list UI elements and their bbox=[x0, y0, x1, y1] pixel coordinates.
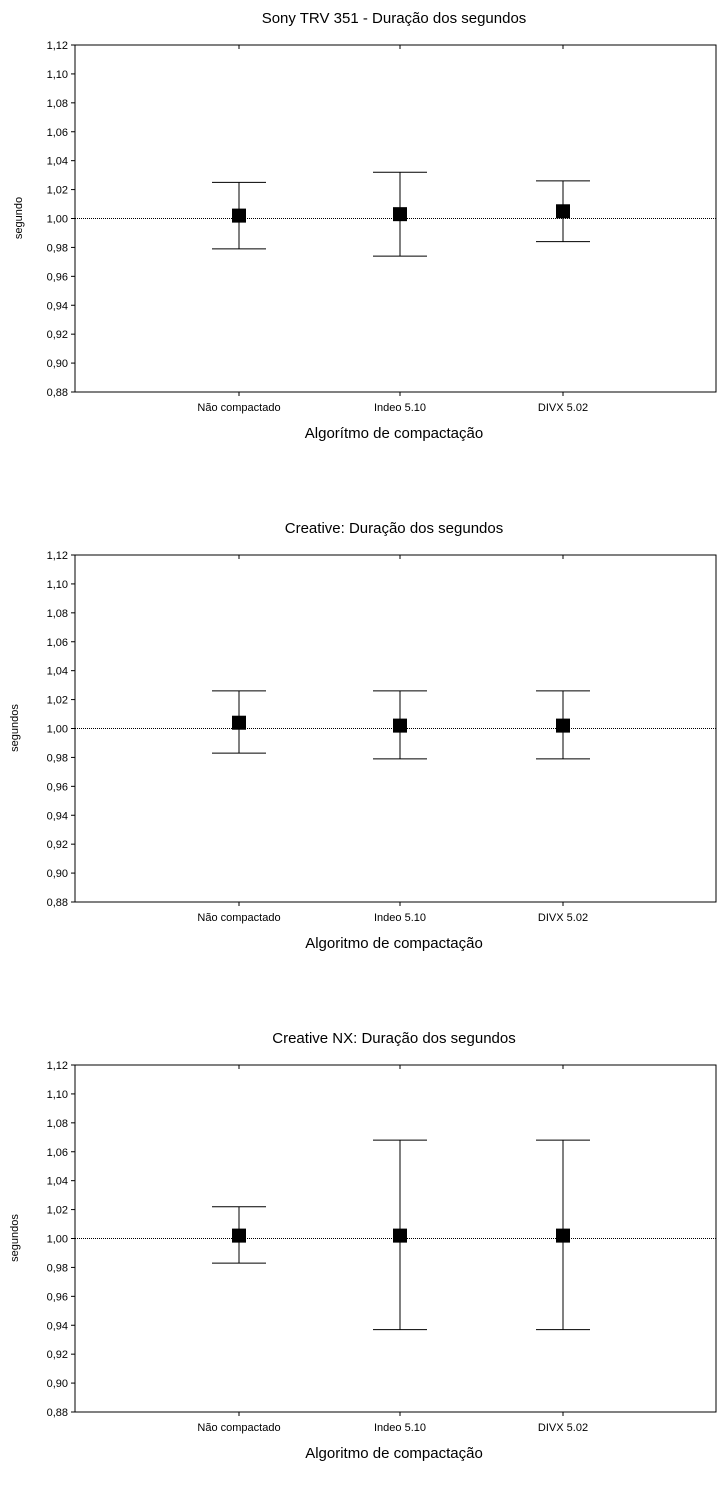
x-axis-label: Algorítmo de compactação bbox=[305, 425, 483, 442]
chart-creative: Creative: Duração dos segundos segundos … bbox=[9, 520, 717, 952]
y-tick-label: 0,92 bbox=[47, 329, 68, 341]
y-tick-label: 1,12 bbox=[47, 40, 68, 52]
x-tick-label: Indeo 5.10 bbox=[374, 402, 426, 414]
mean-marker bbox=[393, 207, 407, 222]
y-tick-label: 0,96 bbox=[47, 1291, 68, 1303]
x-tick-label: DIVX 5.02 bbox=[538, 912, 588, 924]
y-tick-label: 1,02 bbox=[47, 185, 68, 197]
series-group bbox=[212, 171, 590, 257]
mean-marker bbox=[393, 718, 407, 733]
y-tick-label: 1,04 bbox=[47, 666, 68, 678]
y-tick-label: 1,06 bbox=[47, 637, 68, 649]
y-tick-label: 0,98 bbox=[47, 752, 68, 764]
y-tick-label: 0,94 bbox=[47, 810, 68, 822]
y-tick-label: 1,04 bbox=[47, 1176, 68, 1188]
y-tick-group: 0,88 0,90 0,92 0,94 0,96 0,98 1,00 1,02 1,04 1,06… bbox=[47, 40, 75, 399]
y-tick-label: 1,08 bbox=[47, 608, 68, 620]
mean-marker bbox=[556, 1228, 570, 1243]
y-axis-label: segundos bbox=[9, 1214, 21, 1262]
y-tick-label: 1,02 bbox=[47, 1205, 68, 1217]
series-group bbox=[212, 690, 590, 760]
y-tick-group: 0,88 0,90 0,92 0,94 0,96 0,98 1,00 1,02 1,04 1,06… bbox=[47, 1060, 75, 1419]
y-tick-label: 1,00 bbox=[47, 724, 68, 736]
y-tick-label: 1,10 bbox=[47, 579, 68, 591]
x-tick-label: DIVX 5.02 bbox=[538, 1422, 588, 1434]
y-tick-label: 0,92 bbox=[47, 839, 68, 851]
y-tick-label: 1,06 bbox=[47, 1147, 68, 1159]
y-tick-label: 0,94 bbox=[47, 300, 68, 312]
y-tick-label: 0,98 bbox=[47, 242, 68, 254]
y-tick-label: 1,12 bbox=[47, 550, 68, 562]
y-tick-label: 0,88 bbox=[47, 1407, 68, 1419]
x-tick-label: Não compactado bbox=[197, 1422, 280, 1434]
chart-title: Creative NX: Duração dos segundos bbox=[272, 1030, 515, 1047]
y-tick-label: 0,90 bbox=[47, 868, 68, 880]
y-axis-label: segundos bbox=[9, 704, 21, 752]
y-tick-label: 0,90 bbox=[47, 358, 68, 370]
x-tick-label: DIVX 5.02 bbox=[538, 402, 588, 414]
y-tick-label: 1,02 bbox=[47, 695, 68, 707]
x-tick-label: Indeo 5.10 bbox=[374, 912, 426, 924]
y-tick-label: 0,88 bbox=[47, 387, 68, 399]
y-tick-label: 0,92 bbox=[47, 1349, 68, 1361]
y-tick-label: 1,04 bbox=[47, 156, 68, 168]
y-tick-label: 1,08 bbox=[47, 98, 68, 110]
y-tick-label: 1,10 bbox=[47, 69, 68, 81]
y-tick-group: 0,88 0,90 0,92 0,94 0,96 0,98 1,00 1,02 1,04 1,06… bbox=[47, 550, 75, 909]
y-tick-label: 0,98 bbox=[47, 1262, 68, 1274]
chart-sony-trv-351: Sony TRV 351 - Duração dos segundos segu… bbox=[13, 10, 717, 442]
series-group bbox=[212, 1139, 590, 1331]
mean-marker bbox=[556, 718, 570, 733]
x-tick-group: Não compactado Indeo 5.10 DIVX 5.02 bbox=[197, 555, 588, 924]
x-tick-label: Indeo 5.10 bbox=[374, 1422, 426, 1434]
mean-marker bbox=[232, 208, 246, 223]
mean-marker bbox=[232, 1228, 246, 1243]
x-tick-label: Não compactado bbox=[197, 402, 280, 414]
chart-title: Creative: Duração dos segundos bbox=[285, 520, 503, 537]
y-tick-label: 1,12 bbox=[47, 1060, 68, 1072]
mean-marker bbox=[393, 1228, 407, 1243]
y-tick-label: 0,96 bbox=[47, 271, 68, 283]
y-tick-label: 0,96 bbox=[47, 781, 68, 793]
x-tick-group: Não compactado Indeo 5.10 DIVX 5.02 bbox=[197, 45, 588, 414]
x-tick-label: Não compactado bbox=[197, 912, 280, 924]
x-tick-group: Não compactado Indeo 5.10 DIVX 5.02 bbox=[197, 1065, 588, 1434]
chart-title: Sony TRV 351 - Duração dos segundos bbox=[262, 10, 527, 27]
y-tick-label: 1,00 bbox=[47, 214, 68, 226]
x-axis-label: Algoritmo de compactação bbox=[305, 1445, 483, 1462]
mean-marker bbox=[232, 715, 246, 730]
x-axis-label: Algoritmo de compactação bbox=[305, 935, 483, 952]
mean-marker bbox=[556, 204, 570, 219]
y-tick-label: 0,90 bbox=[47, 1378, 68, 1390]
chart-creative-nx: Creative NX: Duração dos segundos segund… bbox=[9, 1030, 717, 1462]
y-tick-label: 1,10 bbox=[47, 1089, 68, 1101]
y-tick-label: 0,88 bbox=[47, 897, 68, 909]
y-tick-label: 1,00 bbox=[47, 1234, 68, 1246]
y-tick-label: 1,08 bbox=[47, 1118, 68, 1130]
y-tick-label: 0,94 bbox=[47, 1320, 68, 1332]
y-axis-label: segundo bbox=[13, 197, 25, 239]
y-tick-label: 1,06 bbox=[47, 127, 68, 139]
